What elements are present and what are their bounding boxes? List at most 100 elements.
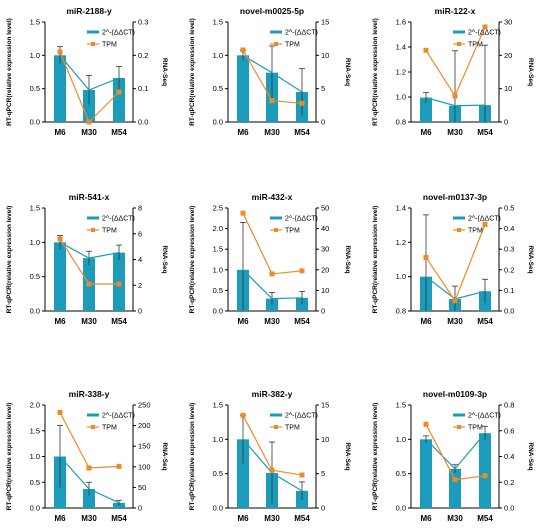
y-axis-label: RT-qPCR(relative expression level) [6, 206, 13, 314]
right-tick-label: 0 [138, 307, 142, 316]
bar-M6 [237, 55, 249, 123]
chart-panel-3: miR-122-x 0.8 1.0 1.2 1.4 1.6 0 10 20 30 RT-qPCR(r… [372, 6, 534, 137]
chart-panel-5: miR-432-x 0.0 0.5 1.0 1.5 2.0 2.5 0 10 20 30 40 50 RT… [189, 192, 351, 326]
tpm-point-M6 [57, 49, 63, 55]
x-tick-label: M30 [447, 514, 463, 523]
right-tick-label: 5 [321, 469, 325, 478]
right-tick-label: 0.4 [504, 452, 514, 461]
right-tick-label: 20 [321, 265, 329, 274]
right-tick-label: 0.1 [138, 84, 148, 93]
legend-tpm-marker [91, 425, 95, 429]
legend-tpm-label: TPM [102, 425, 117, 432]
x-tick-label: M30 [264, 514, 280, 523]
x-tick-label: M6 [237, 514, 249, 523]
y-axis-label: RT-qPCR(relative expression level) [372, 206, 379, 314]
chart-title: novel-m0137-3p [423, 192, 487, 202]
x-tick-label: M54 [477, 128, 493, 137]
x-tick-label: M30 [81, 128, 97, 137]
y2-axis-label: RNA-Seq [527, 58, 534, 86]
right-tick-label: 0.3 [138, 18, 148, 27]
legend-tpm-marker [457, 228, 461, 232]
left-tick-label: 0.5 [30, 84, 40, 93]
x-tick-label: M30 [447, 128, 463, 137]
left-tick-label: 0.0 [30, 118, 40, 127]
tpm-point-M54 [482, 24, 488, 30]
right-tick-label: 10 [321, 286, 329, 295]
right-tick-label: 30 [321, 245, 329, 254]
chart-title: miR-382-y [252, 389, 293, 399]
right-tick-label: 10 [321, 435, 329, 444]
legend-tpm-marker [274, 42, 278, 46]
chart-panel-7: miR-338-y 0.0 0.5 1.0 1.5 2.0 0 50 100 150 200 250 R… [6, 389, 168, 523]
left-tick-label: 1.5 [213, 245, 223, 254]
legend-bar-label: 2^-(ΔΔCT) [468, 216, 501, 223]
right-tick-label: 2 [138, 281, 142, 290]
right-tick-label: 0 [321, 504, 325, 513]
tpm-point-M30 [86, 465, 92, 471]
x-tick-label: M30 [81, 514, 97, 523]
left-tick-label: 1.2 [396, 68, 406, 77]
tpm-line [425, 224, 486, 302]
left-tick-label: 0.5 [30, 272, 40, 281]
bar-trend-line [425, 276, 486, 300]
x-tick-label: M54 [111, 317, 127, 326]
legend-tpm-label: TPM [468, 425, 483, 432]
legend-bar-label: 2^-(ΔΔCT) [102, 216, 135, 223]
tpm-point-M6 [423, 254, 429, 260]
legend-bar-label: 2^-(ΔΔCT) [468, 30, 501, 37]
y2-axis-label: RNA-Seq [161, 58, 168, 86]
left-tick-label: 1.0 [30, 452, 40, 461]
x-tick-label: M6 [237, 317, 249, 326]
right-tick-label: 8 [138, 204, 142, 213]
y-axis-label: RT-qPCR(relative expression level) [6, 403, 13, 511]
left-tick-label: 1.6 [396, 18, 406, 27]
x-tick-label: M30 [264, 317, 280, 326]
left-tick-label: 1.5 [30, 204, 40, 213]
right-tick-label: 150 [138, 442, 151, 451]
y-axis-label: RT-qPCR(relative expression level) [189, 206, 196, 314]
x-tick-label: M6 [420, 514, 432, 523]
legend-bar-label: 2^-(ΔΔCT) [285, 30, 318, 37]
x-tick-label: M6 [54, 317, 66, 326]
right-tick-label: 0.0 [504, 504, 514, 513]
tpm-point-M6 [57, 409, 63, 415]
y2-axis-label: RNA-Seq [344, 245, 351, 273]
y-axis-label: RT-qPCR(relative expression level) [189, 18, 196, 126]
left-tick-label: 0.5 [396, 469, 406, 478]
chart-title: miR-432-x [252, 192, 293, 202]
legend-bar-label: 2^-(ΔΔCT) [468, 413, 501, 420]
tpm-point-M54 [482, 473, 488, 479]
legend-bar-label: 2^-(ΔΔCT) [285, 413, 318, 420]
bar-M30 [449, 468, 461, 508]
left-tick-label: 0.8 [396, 307, 406, 316]
left-tick-label: 0.0 [213, 307, 223, 316]
chart-panel-9: novel-m0109-3p 0.0 0.5 1.0 1.5 0.0 0.2 0.4 0.6 0.… [372, 389, 534, 523]
left-tick-label: 1.0 [396, 272, 406, 281]
bar-M6 [420, 439, 432, 508]
x-tick-label: M6 [237, 128, 249, 137]
x-tick-label: M30 [264, 128, 280, 137]
x-tick-label: M54 [477, 514, 493, 523]
bar-M6 [54, 242, 66, 311]
x-tick-label: M6 [420, 128, 432, 137]
left-tick-label: 0.0 [30, 307, 40, 316]
left-tick-label: 2.5 [213, 204, 223, 213]
tpm-point-M30 [269, 98, 275, 104]
bar-M54 [479, 433, 491, 508]
chart-title: miR-541-x [69, 192, 110, 202]
tpm-point-M30 [86, 119, 92, 125]
left-tick-label: 1.5 [396, 401, 406, 410]
right-tick-label: 6 [138, 229, 142, 238]
chart-panel-1: miR-2188-y 0.0 0.5 1.0 1.5 0.0 0.1 0.2 0.3 RT-qPC… [6, 6, 168, 137]
tpm-point-M54 [116, 89, 122, 95]
right-tick-label: 0 [321, 118, 325, 127]
legend-tpm-label: TPM [102, 42, 117, 49]
bar-trend-line [242, 438, 303, 492]
right-tick-label: 0 [321, 307, 325, 316]
y-axis-label: RT-qPCR(relative expression level) [372, 18, 379, 126]
tpm-point-M54 [299, 100, 305, 106]
left-tick-label: 0.8 [396, 118, 406, 127]
y-axis-label: RT-qPCR(relative expression level) [189, 403, 196, 511]
